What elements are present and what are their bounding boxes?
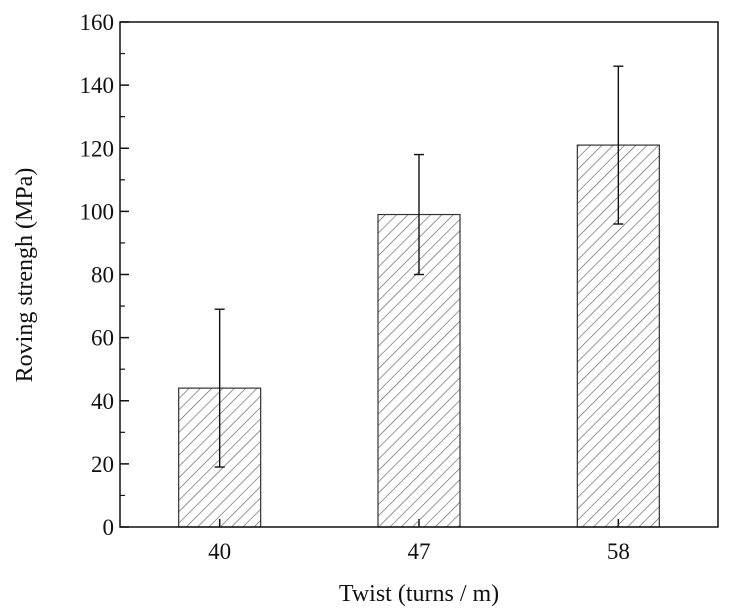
plot-area-frame (119, 21, 719, 528)
y-tick-label: 100 (80, 199, 115, 224)
y-tick-label: 40 (91, 389, 114, 414)
y-tick-label: 60 (91, 326, 114, 351)
error-bars (214, 65, 624, 468)
y-tick-label: 80 (91, 263, 114, 288)
y-axis-title: Roving strengh (MPa) (12, 168, 38, 383)
y-axis-ticks: 0 20 40 60 80 100 120 140 160 (80, 10, 129, 540)
x-tick-label: 58 (607, 539, 630, 564)
y-tick-label: 0 (103, 515, 115, 540)
y-tick-label: 20 (91, 452, 114, 477)
x-tick-label: 40 (208, 539, 231, 564)
y-tick-label: 160 (80, 10, 115, 35)
x-tick-label: 47 (408, 539, 431, 564)
x-axis-title: Twist (turns / m) (339, 581, 499, 607)
y-tick-label: 120 (80, 136, 115, 161)
y-tick-label: 140 (80, 73, 115, 98)
